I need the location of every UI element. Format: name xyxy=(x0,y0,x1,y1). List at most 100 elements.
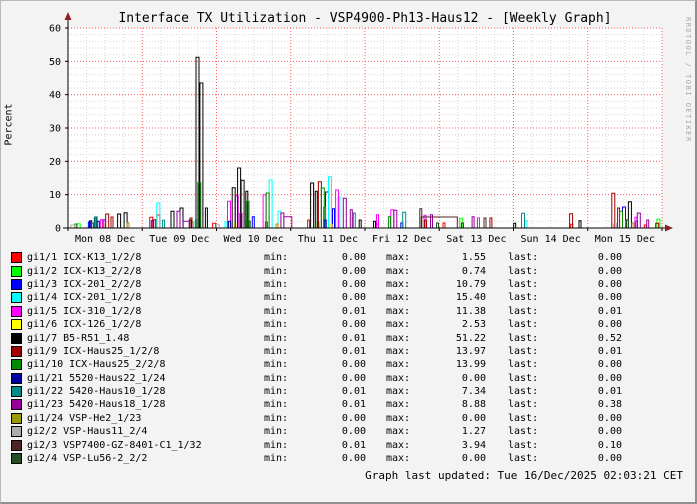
legend: gi1/1 ICX-K13_1/2/8 min: 0.00 max: 1.55 … xyxy=(11,251,651,465)
min-value: 0.00 xyxy=(341,278,366,290)
series-name: gi1/5 ICX-310_1/2/8 xyxy=(27,305,142,317)
min-value: 0.01 xyxy=(341,386,366,398)
min-label: min: xyxy=(264,345,289,357)
legend-row: gi2/2 VSP-Haus11_2/4 min: 0.00 max: 1.27… xyxy=(11,425,651,438)
series-color-swatch xyxy=(11,345,22,357)
series-color-swatch xyxy=(11,278,22,290)
last-value: 0.00 xyxy=(597,359,622,371)
max-label: max: xyxy=(386,372,411,384)
last-value: 0.00 xyxy=(597,252,622,264)
series-color-swatch xyxy=(11,426,22,438)
legend-row: gi1/2 ICX-K13_2/2/8 min: 0.00 max: 0.74 … xyxy=(11,264,651,277)
min-value: 0.00 xyxy=(341,426,366,438)
last-label: last: xyxy=(508,386,539,398)
last-value: 0.38 xyxy=(597,399,622,411)
svg-text:Fri 12 Dec: Fri 12 Dec xyxy=(372,234,432,245)
min-value: 0.00 xyxy=(341,453,366,465)
min-value: 0.00 xyxy=(341,412,366,424)
max-label: max: xyxy=(386,359,411,371)
svg-text:10: 10 xyxy=(49,190,61,201)
series-name: gi1/4 ICX-201_1/2/8 xyxy=(27,292,142,304)
max-label: max: xyxy=(386,386,411,398)
last-value: 0.10 xyxy=(597,439,622,451)
series-color-swatch xyxy=(11,319,22,331)
series-color-swatch xyxy=(11,412,22,424)
svg-text:20: 20 xyxy=(49,157,61,168)
min-label: min: xyxy=(264,386,289,398)
min-value: 0.01 xyxy=(341,345,366,357)
last-label: last: xyxy=(508,399,539,411)
last-value: 0.52 xyxy=(597,332,622,344)
last-value: 0.01 xyxy=(597,386,622,398)
last-label: last: xyxy=(508,359,539,371)
last-value: 0.00 xyxy=(597,292,622,304)
last-label: last: xyxy=(508,292,539,304)
series-name: gi1/23 5420-Haus18_1/28 xyxy=(27,399,166,411)
min-value: 0.01 xyxy=(341,332,366,344)
series-name: gi1/1 ICX-K13_1/2/8 xyxy=(27,252,142,264)
legend-row: gi2/4 VSP-Lu56-2_2/2 min: 0.00 max: 0.00… xyxy=(11,452,651,465)
series-color-swatch xyxy=(11,332,22,344)
max-label: max: xyxy=(386,278,411,290)
svg-text:Sun 14 Dec: Sun 14 Dec xyxy=(521,234,581,245)
series-color-swatch xyxy=(11,372,22,384)
series-color-swatch xyxy=(11,399,22,411)
max-label: max: xyxy=(386,319,411,331)
max-value: 0.00 xyxy=(461,412,486,424)
min-value: 0.00 xyxy=(341,319,366,331)
legend-row: gi1/24 VSP-He2_1/23 min: 0.00 max: 0.00 … xyxy=(11,412,651,425)
last-label: last: xyxy=(508,426,539,438)
max-value: 1.27 xyxy=(461,426,486,438)
min-value: 0.01 xyxy=(341,399,366,411)
svg-text:0: 0 xyxy=(55,224,61,235)
max-value: 2.53 xyxy=(461,319,486,331)
min-value: 0.00 xyxy=(341,372,366,384)
min-value: 0.01 xyxy=(341,439,366,451)
legend-row: gi1/3 ICX-201_2/2/8 min: 0.00 max: 10.79… xyxy=(11,278,651,291)
last-label: last: xyxy=(508,332,539,344)
max-label: max: xyxy=(386,345,411,357)
series-color-swatch xyxy=(11,265,22,277)
last-value: 0.00 xyxy=(597,278,622,290)
legend-row: gi1/6 ICX-126_1/2/8 min: 0.00 max: 2.53 … xyxy=(11,318,651,331)
last-value: 0.00 xyxy=(597,319,622,331)
max-label: max: xyxy=(386,292,411,304)
series-color-swatch xyxy=(11,292,22,304)
series-name: gi1/2 ICX-K13_2/2/8 xyxy=(27,265,142,277)
svg-text:60: 60 xyxy=(49,24,61,35)
min-value: 0.00 xyxy=(341,265,366,277)
max-label: max: xyxy=(386,439,411,451)
legend-row: gi1/22 5420-Haus10_1/28 min: 0.01 max: 7… xyxy=(11,385,651,398)
series-color-swatch xyxy=(11,453,22,465)
max-value: 1.55 xyxy=(461,252,486,264)
last-label: last: xyxy=(508,305,539,317)
min-label: min: xyxy=(264,439,289,451)
min-value: 0.00 xyxy=(341,252,366,264)
svg-text:Thu 11 Dec: Thu 11 Dec xyxy=(298,234,358,245)
max-value: 0.00 xyxy=(461,453,486,465)
legend-row: gi1/21 5520-Haus22_1/24 min: 0.00 max: 0… xyxy=(11,372,651,385)
legend-row: gi1/9 ICX-Haus25_1/2/8 min: 0.01 max: 13… xyxy=(11,345,651,358)
max-value: 11.38 xyxy=(455,305,486,317)
series-color-swatch xyxy=(11,359,22,371)
min-label: min: xyxy=(264,453,289,465)
series-color-swatch xyxy=(11,439,22,451)
graph-title: Interface TX Utilization - VSP4900-Ph13-… xyxy=(118,11,612,26)
min-label: min: xyxy=(264,372,289,384)
min-label: min: xyxy=(264,292,289,304)
series-color-swatch xyxy=(11,252,22,264)
max-label: max: xyxy=(386,426,411,438)
series-name: gi2/3 VSP7400-GZ-8401-C1_1/32 xyxy=(27,439,202,451)
min-value: 0.00 xyxy=(341,292,366,304)
max-value: 15.40 xyxy=(455,292,486,304)
legend-row: gi1/23 5420-Haus18_1/28 min: 0.01 max: 8… xyxy=(11,398,651,411)
last-label: last: xyxy=(508,278,539,290)
last-value: 0.00 xyxy=(597,453,622,465)
min-value: 0.01 xyxy=(341,305,366,317)
series-name: gi1/10 ICX-Haus25_2/2/8 xyxy=(27,359,166,371)
series-name: gi1/24 VSP-He2_1/23 xyxy=(27,412,142,424)
max-label: max: xyxy=(386,399,411,411)
max-label: max: xyxy=(386,453,411,465)
max-value: 51.22 xyxy=(455,332,486,344)
svg-text:Wed 10 Dec: Wed 10 Dec xyxy=(224,234,284,245)
